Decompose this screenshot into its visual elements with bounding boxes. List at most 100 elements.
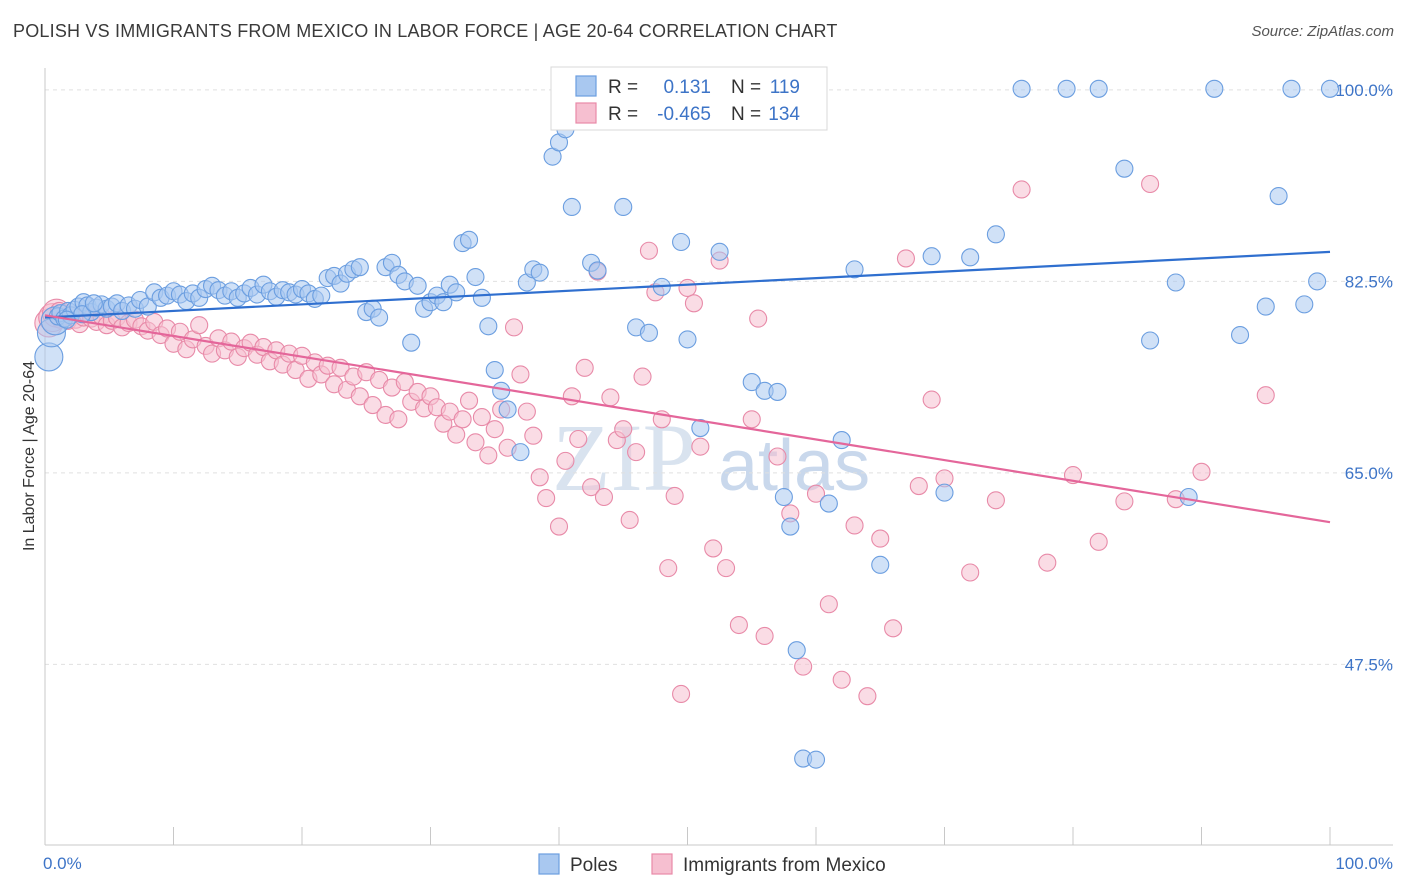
immigrants-point	[389, 410, 408, 429]
immigrants-point	[794, 657, 813, 676]
immigrants-point	[961, 563, 980, 582]
immigrants-point	[517, 402, 536, 421]
immigrants-point	[755, 626, 774, 646]
poles-point	[819, 494, 838, 513]
poles-point	[614, 197, 633, 217]
poles-point	[479, 317, 498, 336]
poles-trend-line	[44, 250, 1331, 319]
poles-point	[466, 267, 485, 287]
immigrants-point	[453, 410, 472, 429]
bottom-legend-swatch-poles	[538, 853, 560, 875]
poles-point	[1089, 79, 1108, 98]
y-tick-label: 47.5%	[1345, 655, 1393, 674]
immigrants-point	[858, 687, 877, 706]
immigrants-point	[871, 529, 890, 548]
immigrants-point	[806, 484, 826, 503]
immigrants-point	[537, 489, 556, 508]
immigrants-point	[575, 358, 594, 377]
poles-point	[691, 418, 710, 438]
poles-point	[1256, 297, 1275, 316]
immigrants-point	[678, 278, 697, 298]
series-immigrants-from-mexico-points	[34, 174, 1275, 706]
immigrants-point	[504, 318, 524, 337]
poles-point	[781, 517, 800, 536]
poles-point	[408, 276, 427, 295]
legend-n-label-immigrants: N =	[731, 104, 761, 125]
immigrants-point	[1141, 174, 1160, 194]
immigrants-point	[479, 446, 498, 465]
x-tick-label-max: 100.0%	[1335, 854, 1393, 873]
poles-point	[1320, 79, 1340, 98]
poles-point	[588, 261, 607, 280]
immigrants-point	[742, 410, 761, 429]
poles-point	[845, 260, 864, 279]
grid-lines	[45, 89, 1393, 665]
y-axis-title: In Labor Force | Age 20-64	[21, 361, 38, 551]
immigrants-point	[768, 447, 787, 466]
immigrants-point	[1038, 553, 1057, 572]
poles-point	[1057, 79, 1076, 98]
immigrants-point	[884, 619, 903, 638]
poles-point	[1179, 487, 1198, 507]
legend-swatch-immigrants	[575, 102, 597, 124]
poles-point	[472, 288, 491, 307]
legend-n-value-immigrants: 134	[768, 104, 800, 125]
immigrants-point	[909, 476, 928, 496]
poles-point	[1012, 79, 1031, 98]
poles-point	[530, 263, 549, 282]
immigrants-point	[986, 491, 1005, 510]
immigrants-point	[922, 390, 941, 409]
immigrants-point	[466, 433, 485, 452]
immigrants-point	[582, 478, 601, 497]
poles-point	[84, 294, 103, 313]
poles-point	[742, 373, 761, 392]
poles-point	[961, 248, 980, 267]
immigrants-point	[562, 387, 581, 406]
immigrants-point	[896, 249, 916, 268]
immigrants-point	[819, 595, 838, 614]
poles-point	[312, 286, 331, 305]
poles-point	[1166, 273, 1185, 292]
legend-r-label-poles: R =	[608, 77, 638, 98]
correlation-legend: R = 0.131 N = 119 R = -0.465 N = 134	[550, 66, 828, 131]
source-credit: Source: ZipAtlas.com	[1251, 23, 1394, 40]
poles-point	[459, 230, 479, 249]
poles-point	[350, 258, 369, 277]
poles-point	[871, 555, 890, 574]
immigrants-point	[524, 426, 543, 445]
y-tick-label: 65.0%	[1345, 464, 1393, 483]
bottom-legend-swatch-immigrants	[651, 853, 673, 875]
immigrants-point	[459, 391, 479, 410]
poles-point	[832, 431, 851, 450]
legend-swatch-poles	[575, 75, 597, 97]
poles-point	[1141, 331, 1160, 350]
legend-r-value-poles: 0.131	[663, 77, 711, 98]
poles-point	[710, 242, 729, 261]
poles-point	[447, 283, 466, 302]
poles-point	[492, 381, 511, 400]
immigrants-point	[485, 420, 504, 439]
y-tick-labels: 100.0% 82.5% 65.0% 47.5%	[1335, 81, 1393, 675]
series-legend: Poles Immigrants from Mexico	[538, 853, 886, 876]
poles-point	[1269, 186, 1288, 206]
immigrants-point	[672, 684, 691, 704]
poles-point	[562, 197, 581, 217]
poles-point	[1115, 159, 1134, 178]
immigrants-point	[594, 487, 614, 507]
poles-point	[672, 232, 691, 252]
immigrants-point	[1192, 462, 1211, 481]
poles-point	[935, 483, 954, 502]
poles-point	[511, 443, 530, 462]
poles-point	[1205, 79, 1224, 98]
immigrants-point	[549, 517, 569, 536]
immigrants-point	[749, 309, 768, 328]
immigrants-point	[684, 294, 703, 313]
immigrants-point	[1256, 386, 1275, 405]
immigrants-point	[363, 396, 382, 415]
poles-point	[485, 360, 504, 380]
y-tick-label: 100.0%	[1335, 81, 1393, 100]
poles-point	[1282, 79, 1301, 98]
y-tick-label: 82.5%	[1345, 272, 1393, 291]
immigrants-point	[691, 437, 710, 456]
